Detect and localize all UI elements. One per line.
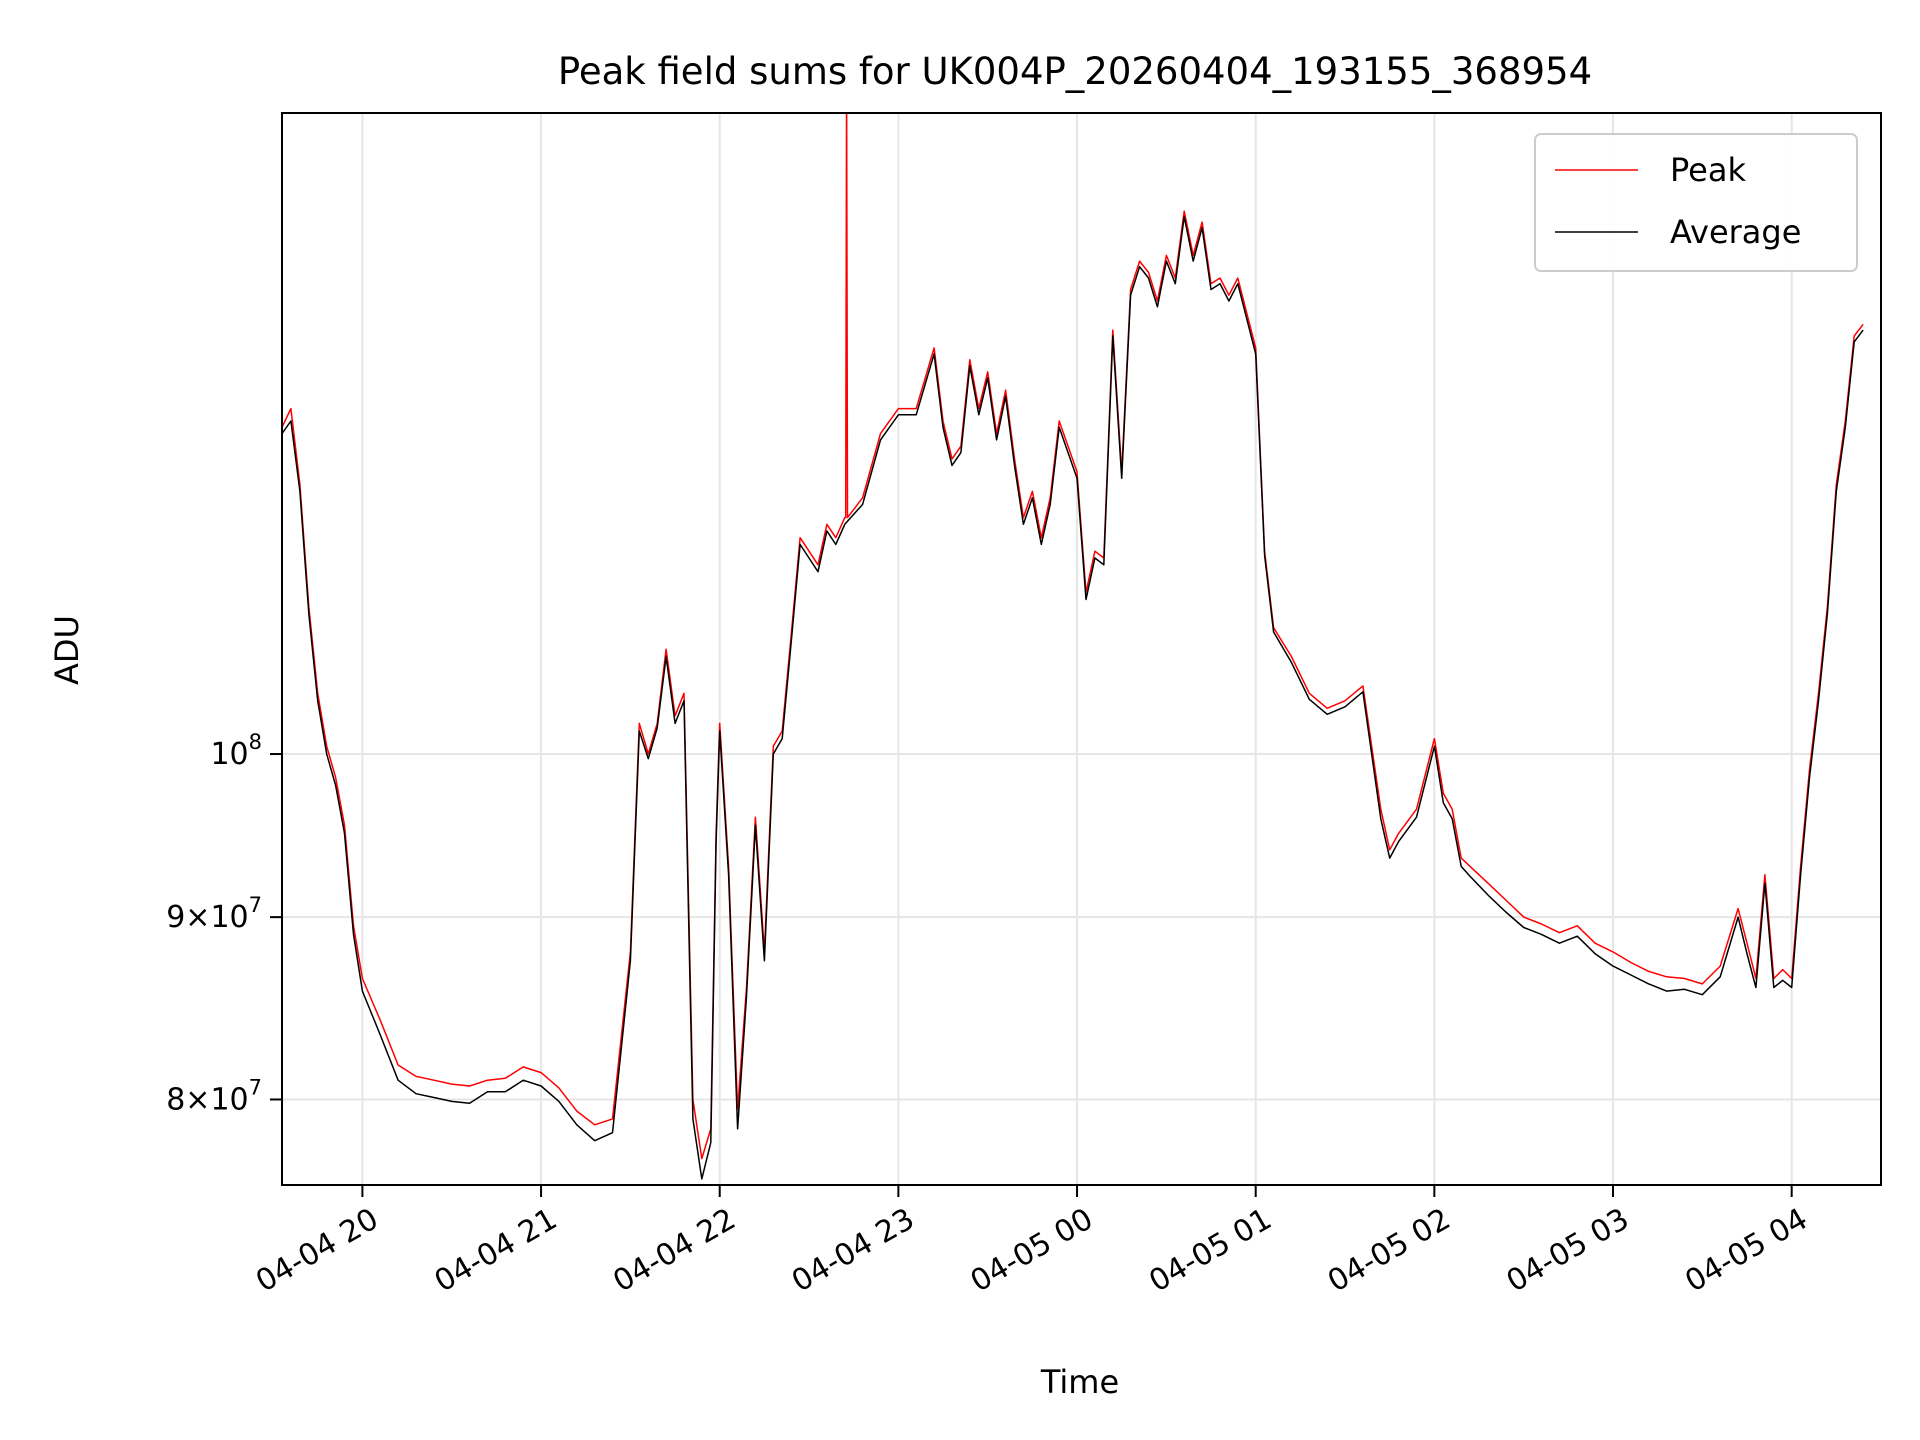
x-tick-label: 04-04 22	[607, 1202, 741, 1300]
y-tick-exponent: 7	[249, 893, 262, 917]
x-tick-label: 04-05 03	[1501, 1202, 1635, 1300]
y-tick-label: 9×107	[166, 893, 262, 935]
x-tick-label: 04-04 23	[786, 1202, 920, 1300]
x-tick-label: 04-04 21	[429, 1202, 563, 1300]
chart-title: Peak field sums for UK004P_20260404_1931…	[558, 50, 1592, 93]
y-tick-label: 108	[210, 730, 262, 772]
x-axis-label: Time	[1040, 1363, 1119, 1401]
legend-label-average: Average	[1670, 213, 1801, 251]
x-tick-label: 04-04 20	[250, 1202, 384, 1300]
series-layer	[282, 113, 1864, 1180]
grid	[282, 113, 1881, 1185]
x-tick-label: 04-05 00	[965, 1202, 1099, 1300]
legend: Peak Average	[1534, 133, 1858, 272]
plot-frame	[281, 112, 1882, 1186]
y-tick-label: 8×107	[166, 1075, 262, 1117]
y-tick-exponent: 7	[249, 1075, 262, 1099]
x-tick-label: 04-05 01	[1143, 1202, 1277, 1300]
legend-box	[1534, 133, 1858, 272]
y-tick-exponent: 8	[249, 730, 262, 754]
y-axis-label: ADU	[48, 615, 86, 685]
y-tick-mantissa: 9×10	[166, 900, 248, 935]
y-tick-mantissa: 10	[210, 737, 248, 772]
x-axis: 04-04 20 04-04 21 04-04 22 04-04 23 04-05 00…	[250, 1185, 1814, 1299]
series-line-average	[282, 215, 1864, 1180]
legend-label-peak: Peak	[1670, 151, 1746, 189]
x-tick-label: 04-05 04	[1679, 1202, 1813, 1300]
y-tick-mantissa: 8×10	[166, 1082, 248, 1117]
x-tick-label: 04-05 02	[1322, 1202, 1456, 1300]
series-line-peak	[282, 113, 1864, 1160]
